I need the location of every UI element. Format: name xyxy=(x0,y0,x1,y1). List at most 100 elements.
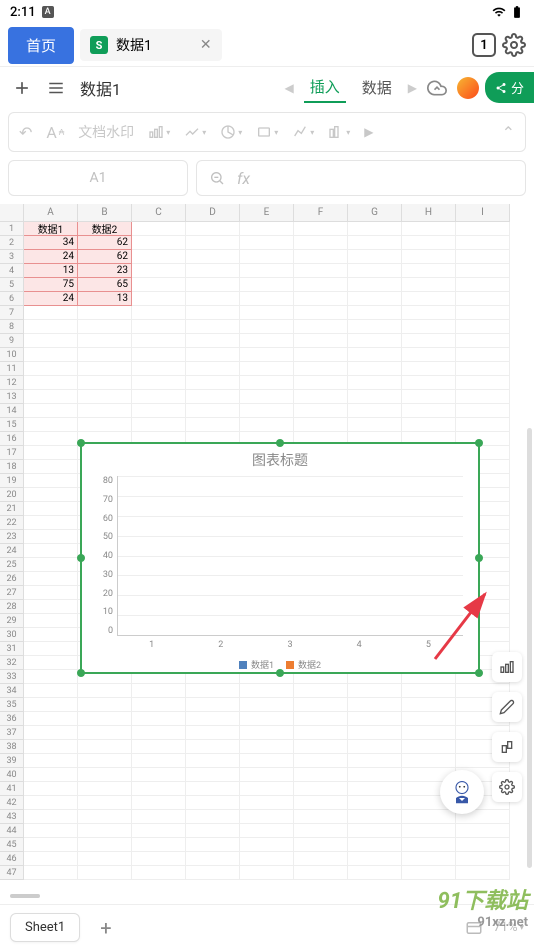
cell[interactable] xyxy=(294,320,348,334)
cell[interactable] xyxy=(240,810,294,824)
cell[interactable] xyxy=(456,838,510,852)
cell[interactable] xyxy=(132,418,186,432)
cell[interactable] xyxy=(402,684,456,698)
cell[interactable] xyxy=(186,264,240,278)
formula-input[interactable]: fx xyxy=(196,160,526,196)
cell[interactable] xyxy=(240,362,294,376)
cell[interactable] xyxy=(78,684,132,698)
cell[interactable] xyxy=(24,572,78,586)
cell[interactable] xyxy=(294,418,348,432)
row-header[interactable]: 42 xyxy=(0,796,24,810)
collapse-icon[interactable]: ⌃ xyxy=(502,123,515,142)
cell[interactable] xyxy=(24,404,78,418)
document-tab[interactable]: S 数据1 ✕ xyxy=(80,29,222,61)
cell[interactable]: 65 xyxy=(78,278,132,292)
assistant-avatar[interactable] xyxy=(440,770,484,814)
cell[interactable] xyxy=(294,754,348,768)
cell[interactable] xyxy=(186,698,240,712)
cell[interactable] xyxy=(132,852,186,866)
row-header[interactable]: 9 xyxy=(0,334,24,348)
cell[interactable] xyxy=(402,362,456,376)
cell[interactable] xyxy=(186,320,240,334)
cell[interactable]: 24 xyxy=(24,250,78,264)
spreadsheet[interactable]: ABCDEFGHI1数据1数据2234623246241323575656241… xyxy=(0,204,534,884)
row-header[interactable]: 30 xyxy=(0,628,24,642)
cell[interactable] xyxy=(402,712,456,726)
row-header[interactable]: 6 xyxy=(0,292,24,306)
column-header[interactable]: G xyxy=(348,204,402,222)
cell[interactable] xyxy=(78,740,132,754)
row-header[interactable]: 10 xyxy=(0,348,24,362)
cell[interactable] xyxy=(132,320,186,334)
cell[interactable] xyxy=(78,726,132,740)
row-header[interactable]: 18 xyxy=(0,460,24,474)
cell[interactable] xyxy=(348,740,402,754)
cell[interactable] xyxy=(132,292,186,306)
cell[interactable] xyxy=(240,306,294,320)
row-header[interactable]: 8 xyxy=(0,320,24,334)
cell[interactable] xyxy=(186,418,240,432)
cell[interactable] xyxy=(294,376,348,390)
cell[interactable] xyxy=(24,866,78,880)
cell[interactable] xyxy=(186,404,240,418)
cell[interactable] xyxy=(24,306,78,320)
cell[interactable] xyxy=(186,684,240,698)
chart-object[interactable]: 图表标题 80706050403020100 12345 数据1数据2 xyxy=(80,442,480,674)
cell[interactable] xyxy=(78,824,132,838)
row-header[interactable]: 35 xyxy=(0,698,24,712)
cell[interactable] xyxy=(294,306,348,320)
cell[interactable] xyxy=(240,782,294,796)
area-chart-icon[interactable]: ▾ xyxy=(256,124,278,140)
cell[interactable] xyxy=(132,698,186,712)
cell[interactable] xyxy=(294,698,348,712)
row-header[interactable]: 45 xyxy=(0,838,24,852)
cell[interactable] xyxy=(24,838,78,852)
row-header[interactable]: 21 xyxy=(0,502,24,516)
cell[interactable] xyxy=(294,250,348,264)
cell[interactable] xyxy=(402,348,456,362)
row-header[interactable]: 39 xyxy=(0,754,24,768)
row-header[interactable]: 47 xyxy=(0,866,24,880)
resize-handle[interactable] xyxy=(276,439,284,447)
cell[interactable] xyxy=(132,866,186,880)
cell[interactable] xyxy=(240,838,294,852)
cell[interactable] xyxy=(402,376,456,390)
menu-icon[interactable] xyxy=(42,74,70,102)
cell[interactable] xyxy=(186,362,240,376)
cell[interactable] xyxy=(24,376,78,390)
nav-next-icon[interactable]: ▶ xyxy=(408,81,417,95)
cell[interactable]: 13 xyxy=(24,264,78,278)
cell[interactable] xyxy=(186,740,240,754)
cell[interactable] xyxy=(240,404,294,418)
cell[interactable] xyxy=(294,838,348,852)
cell[interactable] xyxy=(186,768,240,782)
cell[interactable] xyxy=(240,698,294,712)
cell[interactable] xyxy=(24,628,78,642)
cell[interactable] xyxy=(402,278,456,292)
cell[interactable] xyxy=(294,684,348,698)
cell[interactable] xyxy=(240,768,294,782)
cell[interactable] xyxy=(294,852,348,866)
cell[interactable] xyxy=(24,488,78,502)
cell[interactable] xyxy=(294,810,348,824)
cell[interactable] xyxy=(186,376,240,390)
cell[interactable] xyxy=(24,642,78,656)
resize-handle[interactable] xyxy=(77,439,85,447)
nav-prev-icon[interactable]: ◀ xyxy=(284,81,293,95)
cell[interactable] xyxy=(456,250,510,264)
cell[interactable] xyxy=(402,824,456,838)
cell[interactable] xyxy=(132,404,186,418)
row-header[interactable]: 37 xyxy=(0,726,24,740)
cell[interactable] xyxy=(402,250,456,264)
cell[interactable] xyxy=(456,362,510,376)
cell[interactable] xyxy=(240,334,294,348)
tab-insert[interactable]: 插入 xyxy=(304,72,346,103)
cell[interactable] xyxy=(348,334,402,348)
cell[interactable] xyxy=(456,306,510,320)
cell[interactable] xyxy=(24,334,78,348)
cell[interactable] xyxy=(294,390,348,404)
cell[interactable] xyxy=(78,348,132,362)
cell[interactable] xyxy=(348,852,402,866)
cell[interactable] xyxy=(24,558,78,572)
cell[interactable] xyxy=(24,726,78,740)
